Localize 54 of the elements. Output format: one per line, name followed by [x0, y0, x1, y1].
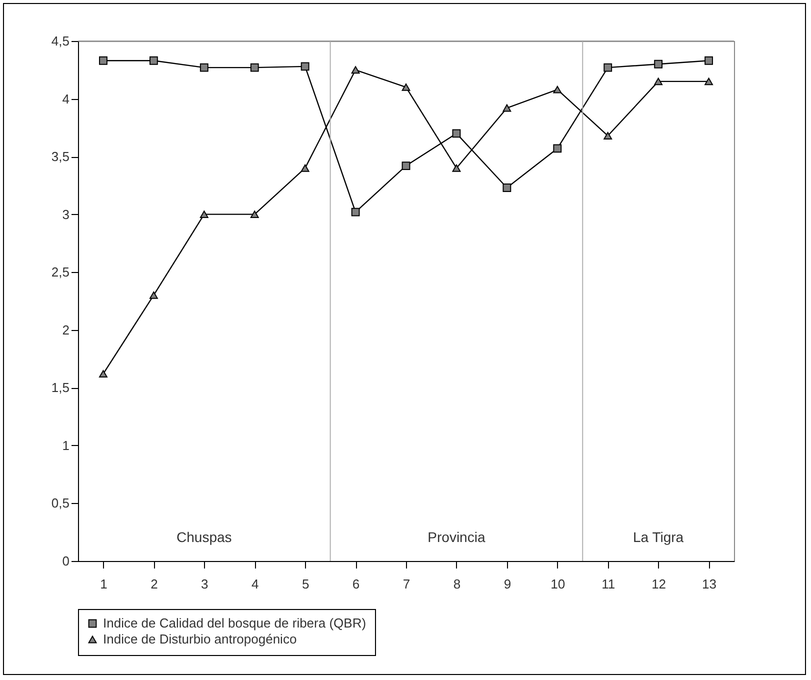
y-tick-label: 2,5 — [51, 264, 70, 280]
point — [99, 370, 108, 378]
point — [200, 63, 208, 72]
x-tick-label: 3 — [201, 576, 208, 592]
y-tick-label: 4 — [62, 91, 70, 106]
x-tick-label: 11 — [602, 576, 616, 592]
point — [452, 129, 461, 138]
point — [654, 78, 663, 86]
point — [502, 104, 512, 112]
y-tick-label: 0 — [62, 554, 70, 568]
point — [250, 210, 259, 218]
y-tick-label: 3,5 — [51, 149, 70, 164]
x-tick-label: 7 — [402, 576, 410, 592]
y-tick-label: 4,5 — [51, 34, 70, 48]
point — [704, 78, 713, 86]
point — [200, 210, 208, 218]
point — [654, 60, 663, 68]
point — [300, 164, 310, 172]
point — [704, 56, 713, 65]
x-tick-label: 9 — [504, 576, 512, 592]
point — [351, 208, 360, 216]
point — [149, 292, 158, 299]
point — [402, 84, 410, 91]
x-tick-label: 8 — [453, 576, 461, 592]
legend-label: Indice de Disturbio antropogénico — [103, 632, 297, 646]
point — [250, 63, 259, 72]
x-tick-label: 10 — [550, 576, 566, 592]
legend-label: Indice de Calidad del bosque de ribera (QBR) — [103, 616, 366, 630]
x-tick-label: 1 — [100, 576, 108, 592]
point — [149, 56, 158, 65]
point — [553, 86, 562, 94]
annotation: Provincia — [428, 529, 486, 545]
x-tick-label: 12 — [652, 576, 666, 592]
x-tick-label: 6 — [352, 576, 360, 592]
y-tick-label: 2 — [62, 322, 70, 338]
y-tick-label: 0,5 — [51, 496, 70, 511]
x-tick-label: 5 — [302, 576, 310, 592]
x-tick-label: 2 — [150, 576, 158, 592]
point — [300, 62, 310, 71]
x-tick-label: 13 — [702, 576, 717, 592]
point — [402, 162, 410, 170]
point — [604, 132, 612, 140]
point — [604, 63, 612, 72]
annotation: La Tigra — [633, 529, 684, 545]
point — [99, 56, 108, 65]
point — [351, 66, 360, 74]
annotation: Chuspas — [176, 529, 232, 545]
point — [452, 164, 461, 172]
point — [502, 184, 512, 192]
point — [553, 144, 562, 153]
y-tick-label: 3 — [62, 206, 70, 222]
y-tick-label: 1,5 — [51, 380, 70, 396]
x-tick-label: 4 — [252, 576, 259, 592]
y-tick-label: 1 — [62, 438, 70, 453]
